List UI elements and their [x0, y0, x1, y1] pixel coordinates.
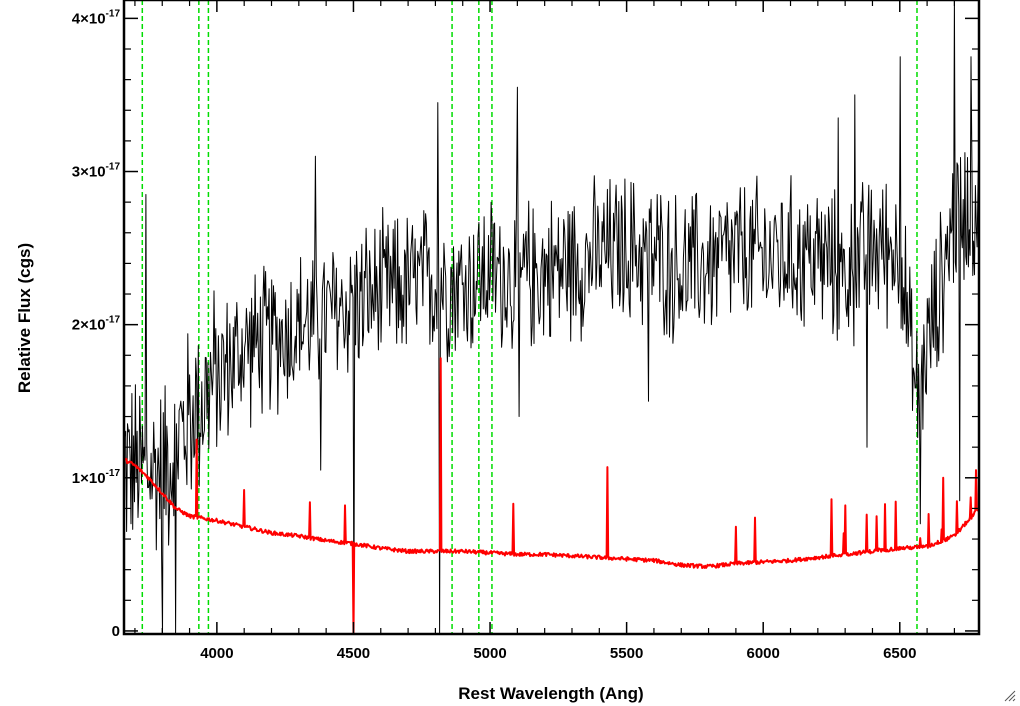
x-tick-label: 4500	[337, 645, 370, 662]
emission-line-markers	[141, 0, 918, 634]
x-tick-label: 4000	[200, 645, 233, 662]
model-spectrum-line	[124, 357, 979, 634]
plot-frame	[122, 0, 981, 636]
y-axis: 0 1×10-17 2×10-17 3×10-17 4×10-17	[72, 8, 979, 640]
observed-spectrum-line	[124, 0, 979, 634]
x-axis-title: Rest Wavelength (Ang)	[458, 684, 643, 703]
y-axis-title: Relative Flux (cgs)	[15, 243, 34, 393]
x-tick-label: 5500	[610, 645, 643, 662]
y-tick-label: 2×10-17	[72, 315, 121, 334]
spectrum-series	[124, 0, 979, 634]
y-tick-label: 3×10-17	[72, 162, 121, 181]
x-tick-label: 5000	[473, 645, 506, 662]
x-axis: 4000 4500 5000 5500 6000 6500	[134, 0, 956, 662]
x-tick-label: 6000	[747, 645, 780, 662]
y-tick-label: 1×10-17	[72, 468, 121, 487]
y-tick-label: 4×10-17	[72, 8, 121, 27]
x-tick-label: 6500	[883, 645, 916, 662]
y-tick-label: 0	[112, 623, 120, 640]
resize-grip-icon[interactable]	[1002, 688, 1016, 702]
plot-border	[122, 0, 981, 636]
